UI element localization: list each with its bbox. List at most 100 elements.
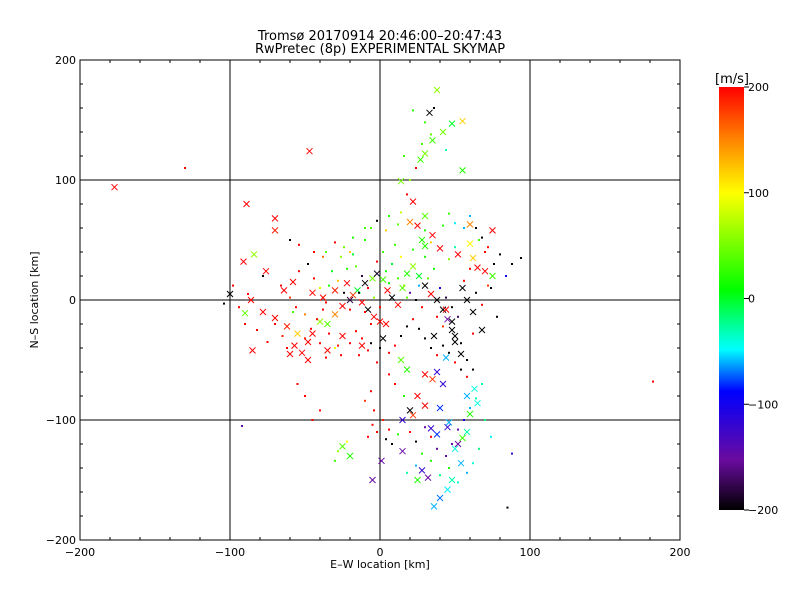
x-marker-stroke <box>436 404 444 412</box>
x-marker-stroke <box>397 177 405 185</box>
scatter-point-dot <box>409 431 411 433</box>
scatter-point-dot <box>371 423 374 426</box>
scatter-point-dot <box>451 443 453 445</box>
scatter-point-dot <box>418 327 420 330</box>
scatter-point-dot <box>490 287 492 289</box>
scatter-point-dot <box>415 440 417 443</box>
scatter-point-x <box>358 299 366 306</box>
scatter-point-dot <box>319 409 321 412</box>
x-marker-stroke <box>448 476 456 484</box>
x-marker-stroke <box>418 467 426 474</box>
scatter-point-dot <box>415 464 417 467</box>
scatter-point-dot <box>397 277 399 280</box>
x-marker-stroke <box>469 254 477 262</box>
scatter-point-x <box>454 251 462 258</box>
y-tick-label: 200 <box>55 54 76 67</box>
scatter-point-x <box>384 287 391 294</box>
scatter-point-dot <box>328 332 330 335</box>
scatter-point-dot <box>424 426 426 429</box>
scatter-point-x <box>309 289 316 297</box>
x-marker-stroke <box>406 218 414 226</box>
y-axis-ticks: −200 −100 0 100 200 <box>46 54 680 547</box>
scatter-point-dot <box>448 258 450 261</box>
scatter-point-dot <box>511 263 513 265</box>
scatter-point-x <box>271 215 279 222</box>
x-marker-stroke <box>466 221 474 228</box>
scatter-point-x <box>436 404 444 412</box>
scatter-point-x <box>226 290 234 298</box>
scatter-point-dot <box>292 311 294 313</box>
scatter-point-dot <box>490 435 492 438</box>
scatter-point-dot <box>469 215 471 217</box>
scatter-point-dot <box>424 255 426 258</box>
scatter-point-x <box>448 318 456 325</box>
scatter-point-dot <box>403 284 405 287</box>
scatter-point-dot <box>442 325 444 328</box>
scatter-point-dot <box>346 440 348 443</box>
x-axis-ticks: −200 −100 0 100 200 <box>65 60 691 559</box>
scatter-point-x <box>417 156 424 163</box>
x-marker-stroke <box>439 128 447 136</box>
x-marker-stroke <box>331 287 339 294</box>
x-marker-stroke <box>403 366 411 373</box>
scatter-point-dot <box>442 344 444 347</box>
scatter-point-dot <box>472 368 474 371</box>
scatter-point-x <box>439 380 447 388</box>
scatter-point-dot <box>298 270 300 273</box>
scatter-point-x <box>439 306 447 313</box>
x-marker-stroke <box>451 338 459 346</box>
x-marker-stroke <box>294 330 301 337</box>
scatter-point-x <box>339 332 346 340</box>
x-marker-stroke <box>454 440 462 448</box>
scatter-point-dot <box>412 318 414 321</box>
scatter-point-dot <box>307 263 309 265</box>
scatter-point-dot <box>364 239 366 241</box>
scatter-point-dot <box>463 419 465 421</box>
scatter-point-x <box>433 368 441 376</box>
x-marker-stroke <box>454 251 462 258</box>
scatter-point-dot <box>394 344 396 347</box>
x-marker-stroke <box>433 368 441 376</box>
scatter-point-x <box>459 167 466 174</box>
scatter-point-x <box>466 240 474 247</box>
x-marker-stroke <box>466 410 474 418</box>
scatter-point-dot <box>266 341 269 343</box>
x-marker-stroke <box>463 428 471 436</box>
scatter-point-dot <box>247 293 249 295</box>
scatter-point-x <box>439 128 447 136</box>
scatter-point-x <box>459 117 466 125</box>
scatter-point-dot <box>406 471 408 474</box>
scatter-point-x <box>378 457 385 465</box>
scatter-point-dot <box>334 347 336 349</box>
scatter-point-x <box>429 137 436 144</box>
scatter-point-x <box>430 503 438 510</box>
x-marker-stroke <box>399 447 406 455</box>
scatter-point-x <box>433 86 441 94</box>
scatter-point-x <box>406 218 414 226</box>
scatter-point-x <box>346 296 354 304</box>
scatter-point-dot <box>472 332 474 335</box>
scatter-point-dot <box>397 223 399 226</box>
scatter-point-x <box>309 330 316 337</box>
scatter-point-dot <box>478 447 480 450</box>
scatter-point-dot <box>358 291 360 294</box>
scatter-point-dot <box>281 335 284 337</box>
scatter-point-dot <box>493 263 495 265</box>
scatter-point-x <box>243 200 250 208</box>
scatter-point-x <box>427 425 435 432</box>
x-marker-stroke <box>459 434 466 442</box>
scatter-point-dot <box>442 224 444 227</box>
scatter-point-dot <box>334 459 336 462</box>
x-marker-stroke <box>111 183 118 191</box>
scatter-point-dot <box>475 291 477 294</box>
x-marker-stroke <box>286 350 294 358</box>
scatter-point-x <box>429 375 436 383</box>
colorbar-ticks: 200 100 0 −100 −200 <box>744 81 778 517</box>
x-marker-stroke <box>421 242 429 250</box>
scatter-point-dot <box>436 447 438 450</box>
scatter-point-dot <box>322 255 324 258</box>
y-tick-label: −100 <box>46 414 76 427</box>
scatter-point-x <box>459 434 466 442</box>
scatter-point-dot <box>454 222 456 225</box>
